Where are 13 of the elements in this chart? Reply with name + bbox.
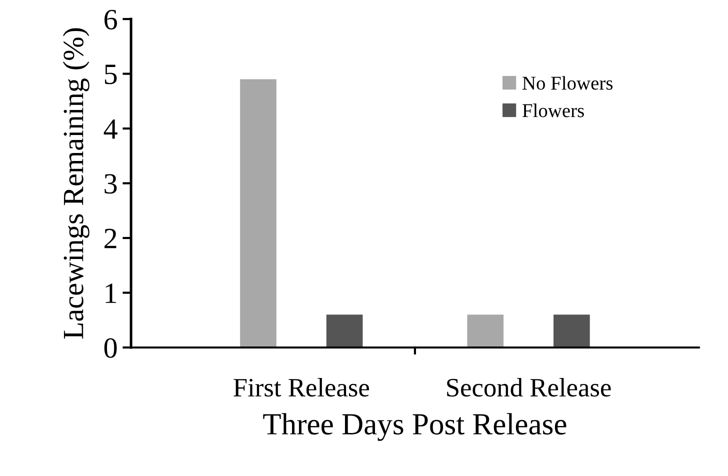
y-tick-label: 0	[104, 338, 117, 358]
legend-label: No Flowers	[522, 76, 613, 90]
y-tick-label: 1	[106, 284, 116, 303]
legend-label: Flowers	[522, 104, 584, 118]
y-tick-label: 5	[104, 64, 117, 84]
y-tick-label: 4	[104, 119, 118, 139]
y-tick-label: 3	[104, 174, 117, 194]
y-axis-title: Lacewings Remaining (%)	[62, 28, 90, 339]
x-tick-label: First Release	[234, 378, 369, 397]
x-tick-label: Second Release	[447, 378, 611, 397]
y-tick-label: 6	[104, 10, 117, 30]
x-axis-title: Three Days Post Release	[263, 413, 566, 441]
y-tick-label: 2	[104, 228, 116, 248]
